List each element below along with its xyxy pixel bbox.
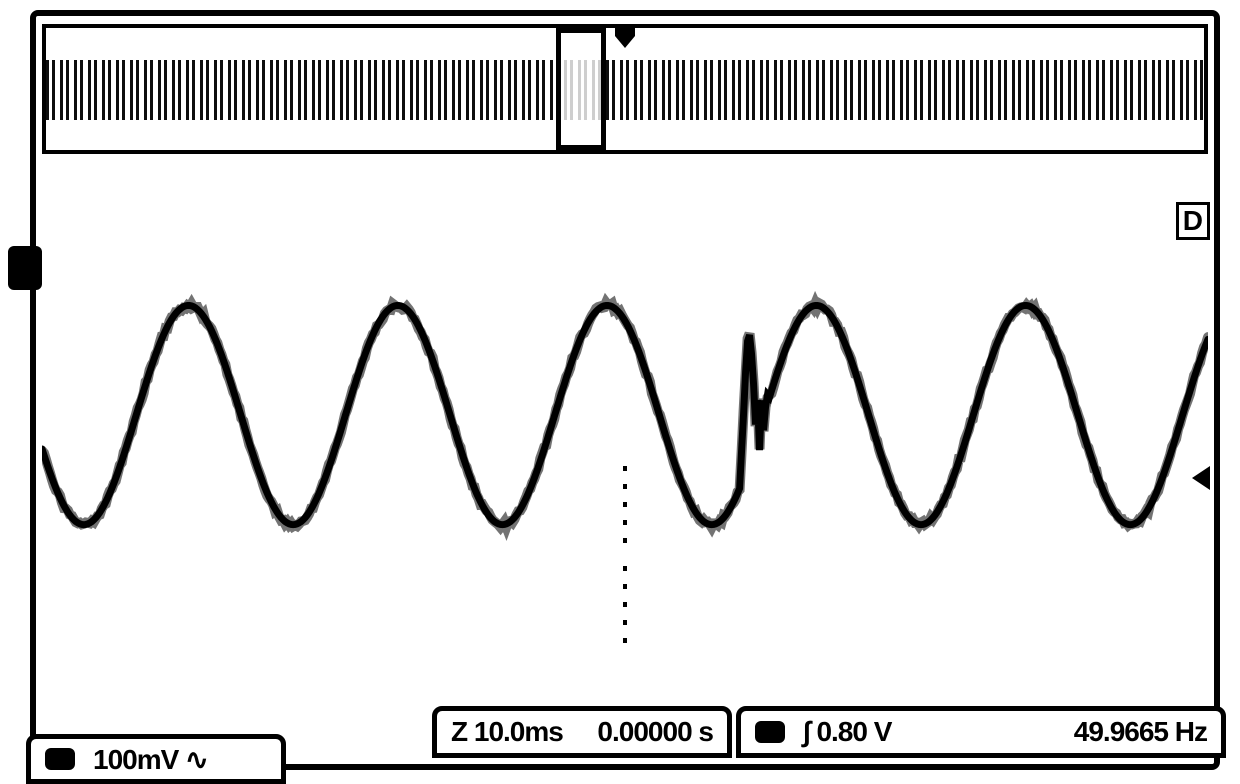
waveform-plot[interactable]: D [42, 166, 1208, 704]
ground-arrow-icon [1192, 466, 1210, 490]
overview-waveform [46, 60, 1204, 120]
timebase-readout[interactable]: Z 10.0ms 0.00000 s [432, 706, 732, 758]
channel-1-icon [45, 748, 75, 770]
channel-1-readout[interactable]: 100mV ∿ [26, 734, 286, 784]
channel-1-indicator[interactable] [8, 246, 42, 290]
trigger-source-icon [755, 721, 785, 743]
timebase-position: 0.00000 s [597, 716, 713, 748]
trigger-frequency: 49.9665 Hz [1074, 716, 1207, 748]
channel-1-scale: 100mV ∿ [93, 743, 208, 776]
oscilloscope-frame: D Z 10.0ms 0.00000 s ∫ 0.80 V 49.9665 Hz [30, 10, 1220, 770]
overview-strip [42, 24, 1208, 154]
trigger-position-marker[interactable] [607, 22, 643, 52]
overview-window[interactable] [556, 28, 606, 150]
delay-marker: D [1176, 202, 1210, 240]
timebase-scale: Z 10.0ms [451, 716, 563, 748]
trigger-readout[interactable]: ∫ 0.80 V 49.9665 Hz [736, 706, 1226, 758]
trigger-level: ∫ 0.80 V [803, 716, 891, 748]
